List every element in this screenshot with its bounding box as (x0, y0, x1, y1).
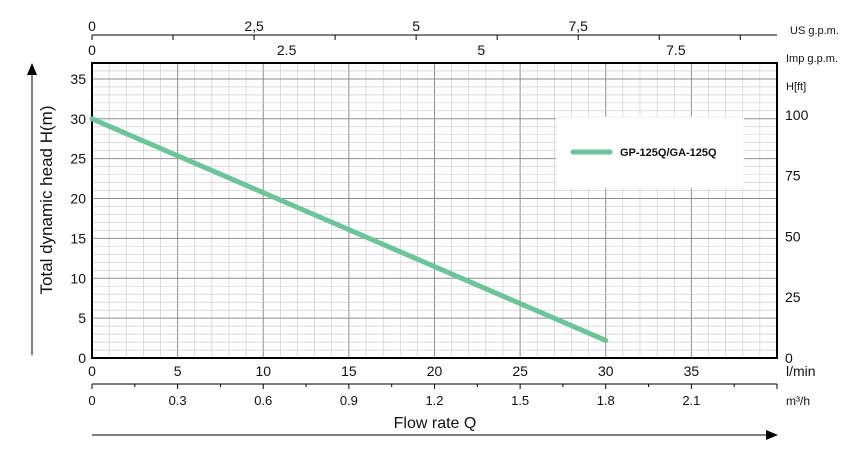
y-tick-label: 15 (70, 230, 86, 246)
us-gpm-tick-label: 2,5 (244, 18, 264, 34)
y-axis-right-feet: 0 25 50 75 100 (785, 107, 809, 366)
plot-frame (91, 62, 778, 359)
x-tick-label: 15 (341, 363, 357, 379)
m3h-tick-label: 2.1 (682, 393, 700, 408)
imp-gpm-unit-label: Imp g.p.m. (786, 53, 838, 65)
feet-tick-label: 25 (785, 289, 801, 305)
grid (91, 62, 778, 359)
x-axis-us-gpm: 0 2,5 5 7,5 (88, 18, 741, 40)
y-tick-label: 30 (70, 111, 86, 127)
series-layer (89, 116, 609, 343)
series-line (89, 116, 609, 343)
feet-tick-label: 75 (785, 168, 801, 184)
y-tick-label: 5 (78, 310, 86, 326)
x-tick-label: 10 (255, 363, 271, 379)
lmin-unit-label: l/min (786, 363, 816, 379)
m3h-tick-label: 0 (88, 393, 95, 408)
imp-gpm-tick-label: 5 (477, 42, 485, 58)
feet-tick-label: 0 (785, 350, 793, 366)
feet-tick-label: 100 (785, 107, 809, 123)
us-gpm-tick-label: 5 (412, 18, 420, 34)
x-axis-arrowhead (766, 430, 778, 440)
imp-gpm-tick-label: 7.5 (666, 42, 686, 58)
y-tick-label: 25 (70, 151, 86, 167)
x-axis-m3h: 0 0.3 0.6 0.9 1.2 1.5 1.8 2.1 (88, 384, 778, 408)
x-axis-title: Flow rate Q (394, 415, 477, 432)
us-gpm-unit-label: US g.p.m. (790, 25, 839, 37)
x-tick-label: 5 (174, 363, 182, 379)
us-gpm-tick-label: 7,5 (568, 18, 588, 34)
y-tick-label: 0 (78, 350, 86, 366)
legend-entry: GP-125Q/GA-125Q (620, 147, 717, 159)
us-gpm-tick-label: 0 (88, 18, 96, 34)
y-axis-title: Total dynamic head H(m) (37, 106, 56, 295)
m3h-tick-label: 0.9 (340, 393, 358, 408)
imp-gpm-tick-label: 2.5 (277, 42, 297, 58)
x-tick-label: 30 (598, 363, 614, 379)
m3h-tick-label: 1.8 (597, 393, 615, 408)
m3h-tick-label: 0.3 (169, 393, 187, 408)
x-tick-label: 25 (512, 363, 528, 379)
m3h-unit-label: m³/h (786, 394, 810, 408)
m3h-tick-label: 0.6 (254, 393, 272, 408)
x-tick-label: 35 (684, 363, 700, 379)
x-axis-imp-gpm: 0 2.5 5 7.5 (88, 42, 686, 58)
feet-tick-label: 50 (785, 228, 801, 244)
feet-unit-label: H[ft] (786, 81, 806, 93)
y-axis-arrowhead (27, 63, 37, 75)
m3h-tick-label: 1.5 (511, 393, 529, 408)
y-axis-left: 0 5 10 15 20 25 30 35 (70, 71, 86, 366)
imp-gpm-tick-label: 0 (88, 42, 96, 58)
x-tick-label: 0 (88, 363, 96, 379)
y-tick-label: 10 (70, 270, 86, 286)
x-tick-label: 20 (427, 363, 443, 379)
y-tick-label: 35 (70, 71, 86, 87)
legend: GP-125Q/GA-125Q (555, 116, 745, 189)
y-tick-label: 20 (70, 191, 86, 207)
x-axis-lmin: 0 5 10 15 20 25 30 35 (88, 363, 699, 379)
m3h-tick-label: 1.2 (425, 393, 443, 408)
